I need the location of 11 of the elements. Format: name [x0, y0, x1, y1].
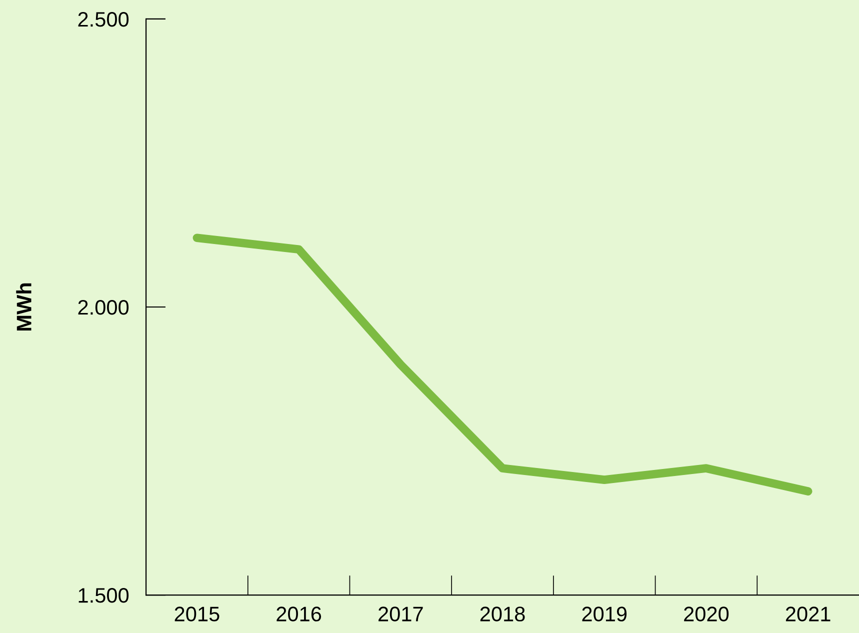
x-tick-label: 2018 — [480, 606, 525, 622]
x-tick-label: 2019 — [582, 606, 627, 622]
x-tick-label: 2020 — [684, 606, 729, 622]
x-tick-label: 2021 — [786, 606, 830, 622]
y-tick-label: 1.500 — [78, 588, 129, 603]
x-tick-label: 2015 — [174, 606, 220, 622]
x-tick-label: 2016 — [276, 606, 322, 622]
y-tick-label: 2.000 — [78, 300, 129, 315]
y-axis-title: MWh — [16, 283, 32, 330]
y-tick-label: 2.500 — [78, 12, 129, 27]
x-tick-label: 2017 — [378, 606, 423, 622]
